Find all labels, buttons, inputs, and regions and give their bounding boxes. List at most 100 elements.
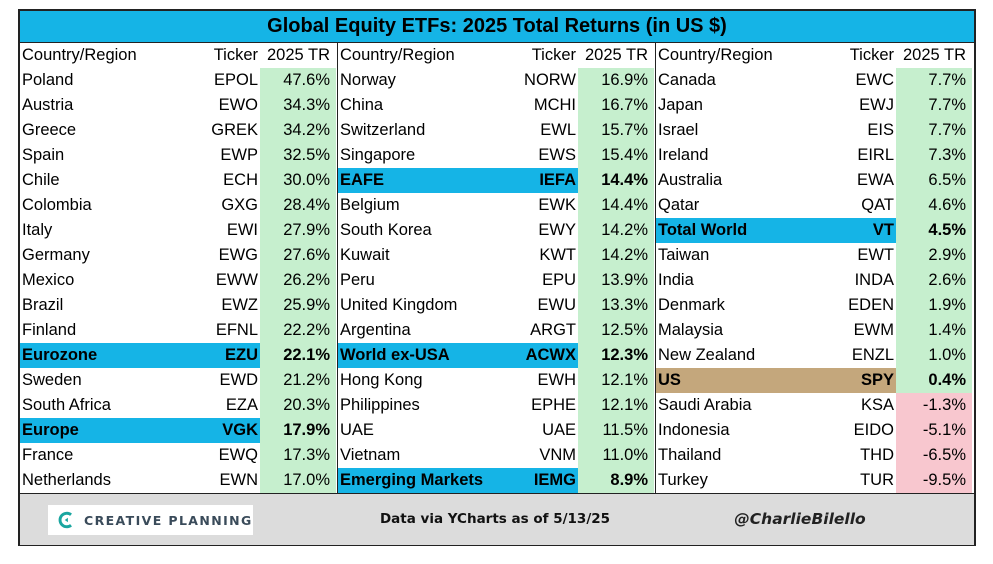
table-row: Greece GREK 34.2% [20, 118, 338, 143]
table-row: World ex-USA ACWX 12.3% [338, 343, 656, 368]
return-cell: 17.9% [260, 418, 336, 443]
country-cell: Switzerland [340, 121, 426, 139]
table-row: Peru EPU 13.9% [338, 268, 656, 293]
column-divider [337, 43, 338, 493]
country-cell: Norway [340, 71, 396, 89]
table-row: Hong Kong EWH 12.1% [338, 368, 656, 393]
table-row: Taiwan EWT 2.9% [656, 243, 974, 268]
ticker-cell: UAE [542, 421, 576, 439]
page-title: Global Equity ETFs: 2025 Total Returns (… [20, 11, 974, 43]
country-cell: Vietnam [340, 446, 401, 464]
country-cell: Israel [658, 121, 699, 139]
country-cell: Denmark [658, 296, 725, 314]
country-cell: Emerging Markets [340, 471, 484, 489]
country-cell: Spain [22, 146, 65, 164]
header-return: 2025 TR [903, 46, 966, 64]
return-cell: 16.9% [578, 68, 654, 93]
return-cell: 34.3% [260, 93, 336, 118]
return-cell: 12.3% [578, 343, 654, 368]
country-cell: Ireland [658, 146, 709, 164]
return-cell: -1.3% [896, 393, 972, 418]
country-cell: Netherlands [22, 471, 111, 489]
table-row: Australia EWA 6.5% [656, 168, 974, 193]
return-cell: 21.2% [260, 368, 336, 393]
country-cell: Japan [658, 96, 703, 114]
country-cell: Sweden [22, 371, 82, 389]
ticker-cell: EWQ [218, 446, 258, 464]
ticker-cell: EWJ [859, 96, 894, 114]
table-row: Denmark EDEN 1.9% [656, 293, 974, 318]
ticker-cell: EPOL [213, 71, 258, 89]
header-country: Country/Region [340, 46, 455, 64]
country-cell: Hong Kong [340, 371, 423, 389]
country-cell: South Korea [340, 221, 432, 239]
ticker-cell: EIS [867, 121, 894, 139]
country-cell: Finland [22, 321, 77, 339]
return-cell: 32.5% [260, 143, 336, 168]
return-cell: -5.1% [896, 418, 972, 443]
table-row: Indonesia EIDO -5.1% [656, 418, 974, 443]
return-cell: 7.7% [896, 118, 972, 143]
country-cell: Belgium [340, 196, 400, 214]
return-cell: 0.4% [896, 368, 972, 393]
return-cell: 12.1% [578, 393, 654, 418]
return-cell: 12.5% [578, 318, 654, 343]
ticker-cell: VT [872, 221, 894, 239]
ticker-cell: SPY [860, 371, 894, 389]
ticker-cell: EWL [540, 121, 576, 139]
ticker-cell: EPU [542, 271, 576, 289]
country-cell: Colombia [22, 196, 92, 214]
table-row: Emerging Markets IEMG 8.9% [338, 468, 656, 493]
ticker-cell: EWS [538, 146, 576, 164]
ticker-cell: EWU [537, 296, 577, 314]
return-cell: 4.6% [896, 193, 972, 218]
return-cell: 25.9% [260, 293, 336, 318]
ticker-cell: ECH [223, 171, 258, 189]
table-row: Colombia GXG 28.4% [20, 193, 338, 218]
ticker-cell: ARGT [530, 321, 576, 339]
return-cell: 4.5% [896, 218, 972, 243]
table-column-3: Country/Region Ticker 2025 TR Canada EWC 7.7%… [656, 43, 974, 493]
country-cell: Germany [22, 246, 90, 264]
return-cell: 16.7% [578, 93, 654, 118]
ticker-cell: THD [860, 446, 894, 464]
ticker-cell: EFNL [215, 321, 258, 339]
ticker-cell: EWP [220, 146, 258, 164]
ticker-cell: EWC [855, 71, 895, 89]
ticker-cell: EWN [219, 471, 259, 489]
return-cell: 7.3% [896, 143, 972, 168]
ticker-cell: TUR [860, 471, 894, 489]
return-cell: 11.5% [578, 418, 654, 443]
return-cell: -9.5% [896, 468, 972, 493]
return-cell: 17.0% [260, 468, 336, 493]
table-row: Vietnam VNM 11.0% [338, 443, 656, 468]
country-cell: Greece [22, 121, 77, 139]
country-cell: Thailand [658, 446, 722, 464]
header-country: Country/Region [658, 46, 773, 64]
return-cell: 1.4% [896, 318, 972, 343]
country-cell: Eurozone [22, 346, 98, 364]
ticker-cell: EZU [225, 346, 258, 364]
return-cell: 27.9% [260, 218, 336, 243]
ticker-cell: EIDO [853, 421, 894, 439]
country-cell: New Zealand [658, 346, 756, 364]
return-cell: 1.0% [896, 343, 972, 368]
creative-planning-logo: CREATIVE PLANNING [48, 505, 253, 535]
table-row: Japan EWJ 7.7% [656, 93, 974, 118]
ticker-cell: EWA [857, 171, 894, 189]
ticker-cell: EWT [857, 246, 894, 264]
table-row: Finland EFNL 22.2% [20, 318, 338, 343]
return-cell: 27.6% [260, 243, 336, 268]
country-cell: US [658, 371, 681, 389]
table-row: United Kingdom EWU 13.3% [338, 293, 656, 318]
country-cell: Mexico [22, 271, 75, 289]
country-cell: Canada [658, 71, 716, 89]
table-row: Eurozone EZU 22.1% [20, 343, 338, 368]
table-frame: Global Equity ETFs: 2025 Total Returns (… [18, 9, 976, 546]
ticker-cell: EWK [538, 196, 576, 214]
table-row: India INDA 2.6% [656, 268, 974, 293]
country-cell: World ex-USA [340, 346, 450, 364]
header-country: Country/Region [22, 46, 137, 64]
country-cell: Europe [22, 421, 79, 439]
table-row: Switzerland EWL 15.7% [338, 118, 656, 143]
